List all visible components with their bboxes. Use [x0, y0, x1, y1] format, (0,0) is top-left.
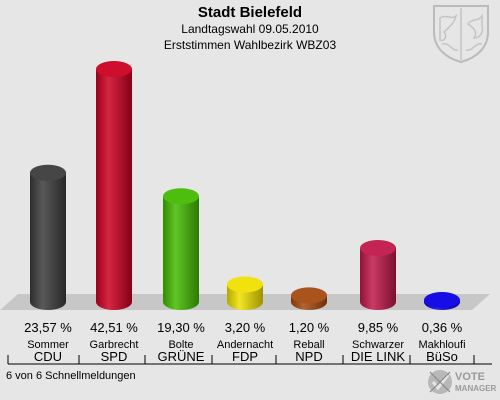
svg-text:VOTE: VOTE: [455, 371, 485, 383]
bar-top: [227, 276, 263, 293]
bar-top: [424, 292, 460, 309]
value-label: 1,20 %: [289, 320, 330, 335]
bar-cdu: [30, 164, 66, 310]
value-label: 19,30 %: [157, 320, 205, 335]
chart-subtitle-election: Landtagswahl 09.05.2010: [181, 22, 319, 36]
bar-body: [163, 196, 199, 310]
value-label: 0,36 %: [422, 320, 463, 335]
bar-top: [163, 188, 199, 205]
bar-top: [291, 287, 327, 304]
coat-of-arms-icon: [433, 5, 489, 64]
candidate-label: Garbrecht: [90, 339, 139, 351]
party-label: FDP: [232, 349, 258, 364]
bar-body: [96, 69, 132, 310]
candidate-label: Bolte: [168, 339, 193, 351]
candidate-label: Reball: [293, 339, 324, 351]
bar-npd: [291, 287, 327, 310]
candidate-label: Sommer: [27, 339, 69, 351]
value-label: 9,85 %: [358, 320, 399, 335]
candidate-label: Makhloufi: [418, 339, 465, 351]
footer-status: 6 von 6 Schnellmeldungen: [6, 370, 136, 382]
bar-spd: [96, 61, 132, 310]
svg-text:MANAGER: MANAGER: [455, 384, 497, 393]
vote-manager-logo: VOTE MANAGER: [428, 370, 497, 394]
party-label: BüSo: [426, 349, 458, 364]
candidate-label: Andernacht: [217, 339, 273, 351]
bar-top: [360, 240, 396, 257]
party-label: GRÜNE: [158, 349, 205, 364]
bar-die-linke: [360, 240, 396, 310]
party-label: CDU: [34, 349, 62, 364]
party-label: SPD: [101, 349, 128, 364]
value-label: 3,20 %: [225, 320, 266, 335]
bar-top: [30, 164, 66, 181]
bar-b-so: [424, 292, 460, 310]
value-label: 42,51 %: [90, 320, 138, 335]
chart-subtitle-district: Erststimmen Wahlbezirk WBZ03: [163, 38, 337, 52]
candidate-label: Schwarzer: [352, 339, 404, 351]
bar-fdp: [227, 276, 263, 310]
bar-top: [96, 61, 132, 77]
bar-body: [360, 248, 396, 310]
party-label: DIE LINK: [351, 349, 406, 364]
value-label: 23,57 %: [24, 320, 72, 335]
bar-body: [30, 172, 66, 310]
bar-gr-ne: [163, 188, 199, 310]
party-label: NPD: [295, 349, 322, 364]
chart-title: Stadt Bielefeld: [197, 4, 303, 21]
